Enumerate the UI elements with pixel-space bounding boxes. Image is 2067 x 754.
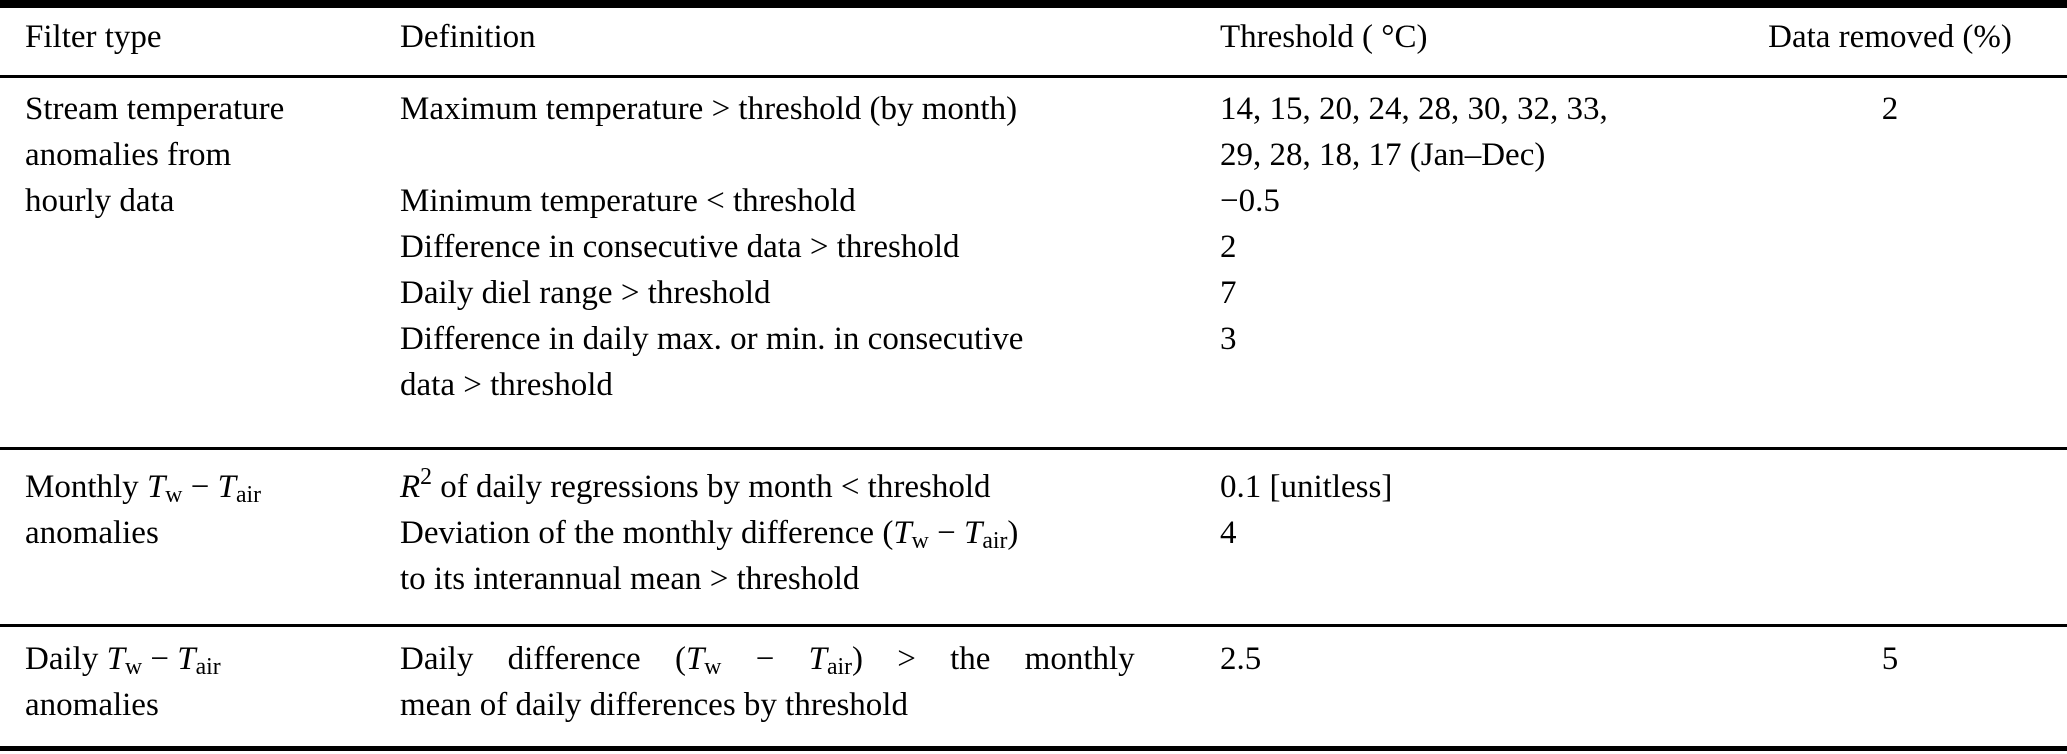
- col-header-filter-type: Filter type: [25, 19, 162, 55]
- filter-type-cell: Monthly Tw − Tair anomalies: [25, 469, 261, 551]
- definition-cell: Minimum temperature < threshold: [400, 183, 856, 219]
- table-row: Maximum temperature > threshold (by mont…: [400, 86, 2037, 178]
- col-header-data-removed: Data removed (%): [1768, 19, 2012, 55]
- table-section-daily-anomalies: Daily Tw − Tair anomalies Daily differen…: [0, 627, 2067, 746]
- threshold-cell: −0.5: [1220, 183, 1280, 219]
- definition-cell: Maximum temperature > threshold (by mont…: [400, 91, 1018, 127]
- table-row: Minimum temperature < threshold −0.5: [400, 178, 2037, 224]
- table-row: Daily difference (Tw − Tair) > the month…: [400, 636, 2037, 728]
- data-removed-cell: 2: [1881, 91, 1899, 127]
- table-section-stream-temperature: Stream temperature anomalies from hourly…: [0, 78, 2067, 447]
- definition-cell: Daily diel range > threshold: [400, 275, 771, 311]
- threshold-cell: 14, 15, 20, 24, 28, 30, 32, 33, 29, 28, …: [1220, 91, 1608, 173]
- data-removed-cell: [1743, 224, 2037, 270]
- table-row: Deviation of the monthly difference (Tw …: [400, 510, 2037, 602]
- header-separator-rule: [0, 75, 2067, 78]
- section-rows: R2 of daily regressions by month < thres…: [400, 464, 2037, 602]
- data-removed-cell: [1743, 464, 2037, 510]
- threshold-cell: 4: [1220, 515, 1237, 551]
- section-separator-rule: [0, 624, 2067, 627]
- table-row: Difference in daily max. or min. in cons…: [400, 316, 2037, 408]
- filter-type-cell: Daily Tw − Tair anomalies: [25, 641, 221, 723]
- threshold-cell: 0.1 [unitless]: [1220, 469, 1393, 505]
- table-top-rule: [0, 0, 2067, 8]
- col-header-threshold: Threshold ( °C): [1220, 19, 1428, 55]
- table-section-monthly-anomalies: Monthly Tw − Tair anomalies R2 of daily …: [0, 450, 2067, 624]
- filter-type-cell: Stream temperature anomalies from hourly…: [25, 91, 285, 219]
- definition-cell: Difference in daily max. or min. in cons…: [400, 321, 1024, 403]
- definition-cell: Daily difference (Tw − Tair) > the month…: [400, 641, 1135, 723]
- data-removed-cell: 5: [1881, 641, 1899, 677]
- table-row: R2 of daily regressions by month < thres…: [400, 464, 2037, 510]
- data-removed-cell: [1743, 270, 2037, 316]
- table-row: Difference in consecutive data > thresho…: [400, 224, 2037, 270]
- definition-cell: Difference in consecutive data > thresho…: [400, 229, 960, 265]
- col-header-definition: Definition: [400, 19, 536, 55]
- definition-cell: R2 of daily regressions by month < thres…: [400, 463, 991, 505]
- section-rows: Maximum temperature > threshold (by mont…: [400, 86, 2037, 408]
- data-removed-cell: [1743, 510, 2037, 602]
- threshold-cell: 3: [1220, 321, 1237, 357]
- data-removed-cell: [1743, 316, 2037, 408]
- section-separator-rule: [0, 447, 2067, 450]
- threshold-cell: 2: [1220, 229, 1237, 265]
- threshold-cell: 7: [1220, 275, 1237, 311]
- section-rows: Daily difference (Tw − Tair) > the month…: [400, 636, 2037, 728]
- table-bottom-rule: [0, 746, 2067, 751]
- data-removed-cell: [1743, 178, 2037, 224]
- threshold-cell: 2.5: [1220, 641, 1262, 677]
- table-header-row: Filter type Definition Threshold ( °C) D…: [0, 8, 2067, 75]
- table-row: Daily diel range > threshold 7: [400, 270, 2037, 316]
- definition-cell: Deviation of the monthly difference (Tw …: [400, 515, 1019, 597]
